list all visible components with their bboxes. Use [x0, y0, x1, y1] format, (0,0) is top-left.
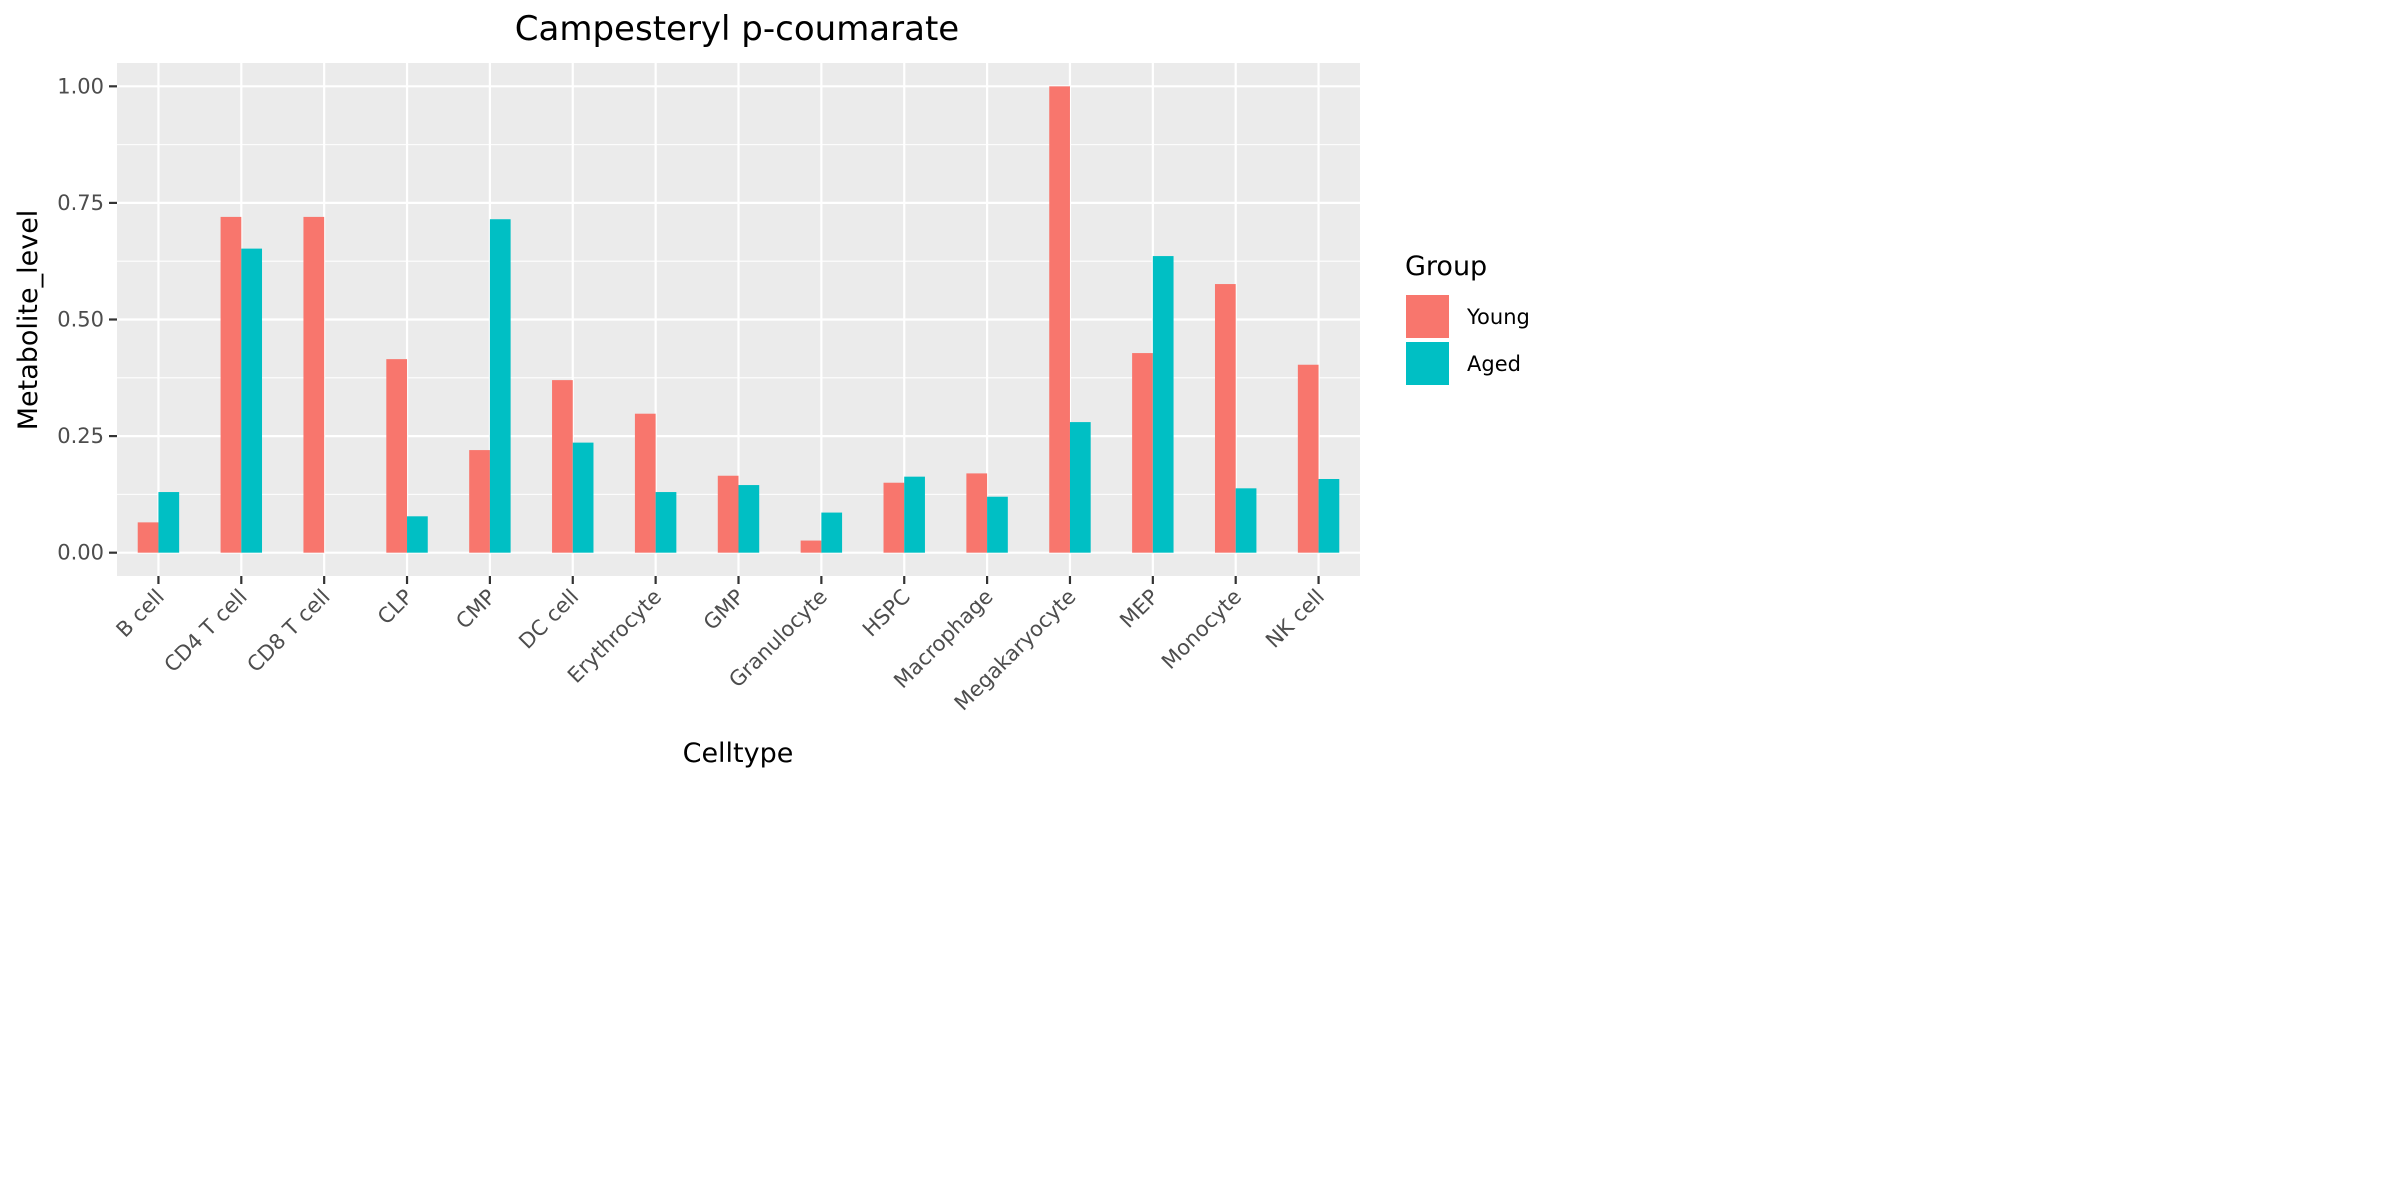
- bar-aged: [241, 248, 263, 553]
- bar-aged: [572, 442, 594, 553]
- legend-key-young: [1406, 295, 1449, 338]
- bar-aged: [407, 516, 428, 553]
- bar-aged: [1235, 488, 1257, 553]
- x-tick-label: NK cell: [1261, 585, 1329, 653]
- x-tick-label: CLP: [373, 585, 418, 630]
- bar-aged: [821, 512, 843, 553]
- legend: Group Young Aged: [1405, 251, 1530, 385]
- bar-aged: [738, 485, 760, 553]
- x-tick-label: CD4 T cell: [160, 585, 252, 677]
- bar-young: [552, 380, 573, 553]
- bar-aged: [1318, 478, 1340, 553]
- bar-young: [469, 450, 490, 553]
- legend-key-aged: [1406, 342, 1449, 385]
- bar-aged: [158, 492, 180, 553]
- x-tick-label: B cell: [112, 585, 169, 642]
- x-tick-label: CMP: [451, 585, 500, 634]
- x-tick-label: DC cell: [514, 585, 583, 654]
- bar-aged: [904, 476, 925, 553]
- x-tick-label: GMP: [699, 585, 749, 635]
- y-tick-label: 0.50: [57, 308, 104, 332]
- bar-young: [137, 522, 159, 553]
- y-axis-title: Metabolite_level: [13, 210, 44, 431]
- bar-young: [1297, 364, 1319, 553]
- legend-label: Aged: [1467, 352, 1521, 376]
- x-tick-label: MEP: [1115, 585, 1163, 633]
- legend-title: Group: [1405, 251, 1487, 282]
- bar-aged: [987, 496, 1008, 553]
- bar-young: [883, 482, 905, 553]
- bar-young: [303, 216, 325, 553]
- y-axis: 0.00 0.25 0.50 0.75 1.00: [57, 74, 117, 565]
- bar-young: [1214, 284, 1236, 553]
- chart-title: Campesteryl p-coumarate: [515, 9, 959, 49]
- chart-container: Campesteryl p-coumarate 0.00 0.25 0.50 0.75…: [0, 0, 1545, 773]
- x-tick-label: Monocyte: [1157, 585, 1246, 674]
- bar-young: [717, 475, 739, 553]
- bar-young: [634, 413, 656, 553]
- bar-young: [220, 216, 242, 553]
- bar-young: [800, 540, 822, 553]
- y-tick-label: 0.00: [57, 541, 104, 565]
- bar-aged: [1152, 256, 1174, 553]
- y-tick-label: 0.75: [57, 191, 104, 215]
- bar-aged: [1069, 422, 1091, 553]
- bars-group: [137, 86, 1340, 553]
- bar-young: [386, 359, 408, 553]
- y-tick-label: 1.00: [57, 74, 104, 98]
- bar-aged: [655, 492, 677, 553]
- bar-young: [966, 473, 988, 553]
- bar-aged: [489, 219, 511, 553]
- legend-label: Young: [1466, 305, 1530, 329]
- y-tick-label: 0.25: [57, 424, 104, 448]
- x-tick-label: HSPC: [858, 585, 915, 642]
- x-axis-title: Celltype: [683, 738, 794, 769]
- x-tick-label: CD8 T cell: [242, 585, 334, 677]
- bar-young: [1132, 353, 1153, 553]
- bar-chart: Campesteryl p-coumarate 0.00 0.25 0.50 0.75…: [13, 9, 1530, 769]
- bar-young: [1049, 86, 1070, 553]
